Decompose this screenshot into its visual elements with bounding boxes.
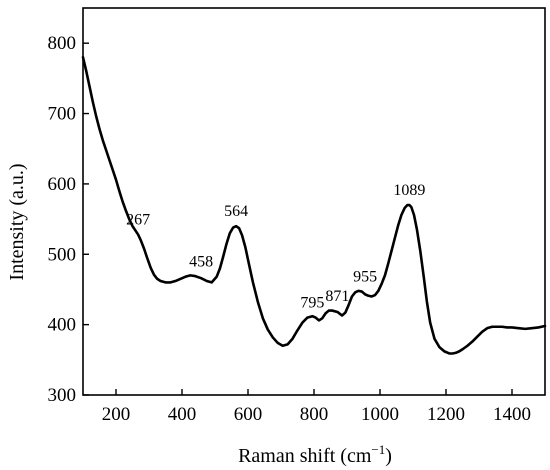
y-tick-label: 500 xyxy=(48,244,77,265)
x-tick-label: 1200 xyxy=(427,404,465,425)
x-axis-title-main: Raman shift (cm xyxy=(238,445,372,467)
y-tick-label: 600 xyxy=(48,174,77,195)
peak-label: 955 xyxy=(353,268,377,285)
peak-label: 1089 xyxy=(393,182,425,199)
x-tick-label: 200 xyxy=(102,404,131,425)
y-tick-label: 700 xyxy=(48,104,77,125)
x-tick-label: 800 xyxy=(300,404,329,425)
y-tick-label: 300 xyxy=(48,385,77,406)
x-tick-label: 600 xyxy=(234,404,263,425)
y-tick-label: 800 xyxy=(48,33,77,54)
plot-layer: 200 400 600 800 1000 1200 1400 300 400 500 600 700 8… xyxy=(48,7,547,425)
spectrum-line xyxy=(81,55,547,355)
peak-label: 458 xyxy=(189,254,213,271)
x-tick-label: 1400 xyxy=(493,404,531,425)
peak-label: 871 xyxy=(325,288,349,305)
x-tick-label: 400 xyxy=(168,404,197,425)
x-axis-title: Raman shift (cm−1) xyxy=(238,442,392,467)
x-axis-title-unit-exponent: −1 xyxy=(371,442,385,457)
peak-label: 267 xyxy=(126,211,150,228)
y-axis-title: Intensity (a.u.) xyxy=(6,163,28,280)
peak-label: 564 xyxy=(224,203,248,220)
x-axis-title-close-paren: ) xyxy=(385,445,392,467)
x-tick-label: 1000 xyxy=(361,404,399,425)
peak-label: 795 xyxy=(300,294,324,311)
y-tick-label: 400 xyxy=(48,315,77,336)
